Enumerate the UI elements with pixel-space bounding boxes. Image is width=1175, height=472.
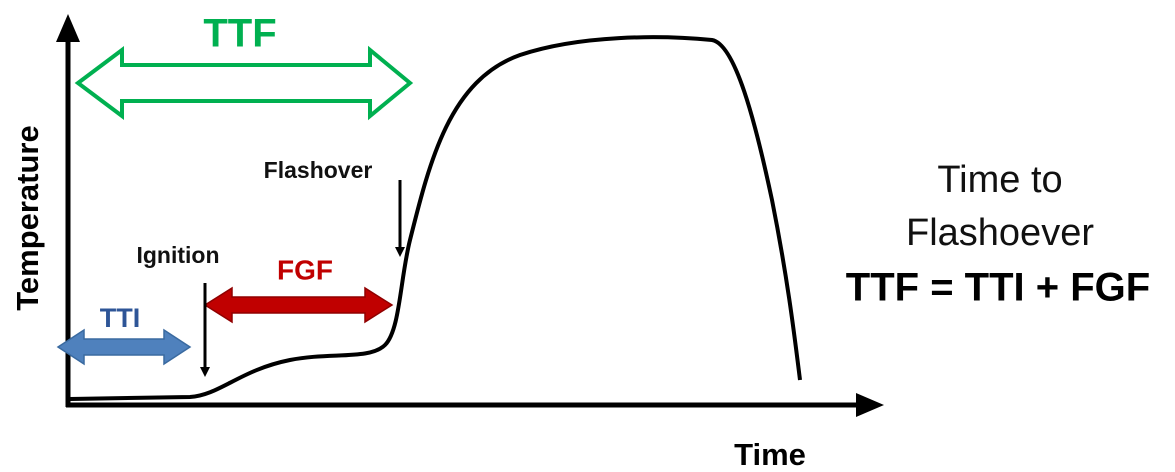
tti-label: TTI <box>100 303 141 333</box>
y-axis-arrowhead <box>56 14 80 42</box>
ignition-label: Ignition <box>136 242 219 268</box>
ttf-arrow <box>74 45 414 121</box>
ttf-label: TTF <box>203 12 276 56</box>
definition-line2: Flashoever <box>906 212 1094 254</box>
x-axis-arrowhead <box>856 393 884 417</box>
flashover-label: Flashover <box>264 157 373 183</box>
y-axis-label: Temperature <box>10 125 45 311</box>
definition-line1: Time to <box>937 159 1062 201</box>
definition-formula: TTF = TTI + FGF <box>846 266 1150 310</box>
temperature-curve <box>69 35 802 401</box>
x-axis-label: Time <box>734 437 806 472</box>
fgf-label: FGF <box>277 254 333 285</box>
tti-arrow <box>56 328 192 366</box>
fgf-arrow <box>203 286 394 324</box>
